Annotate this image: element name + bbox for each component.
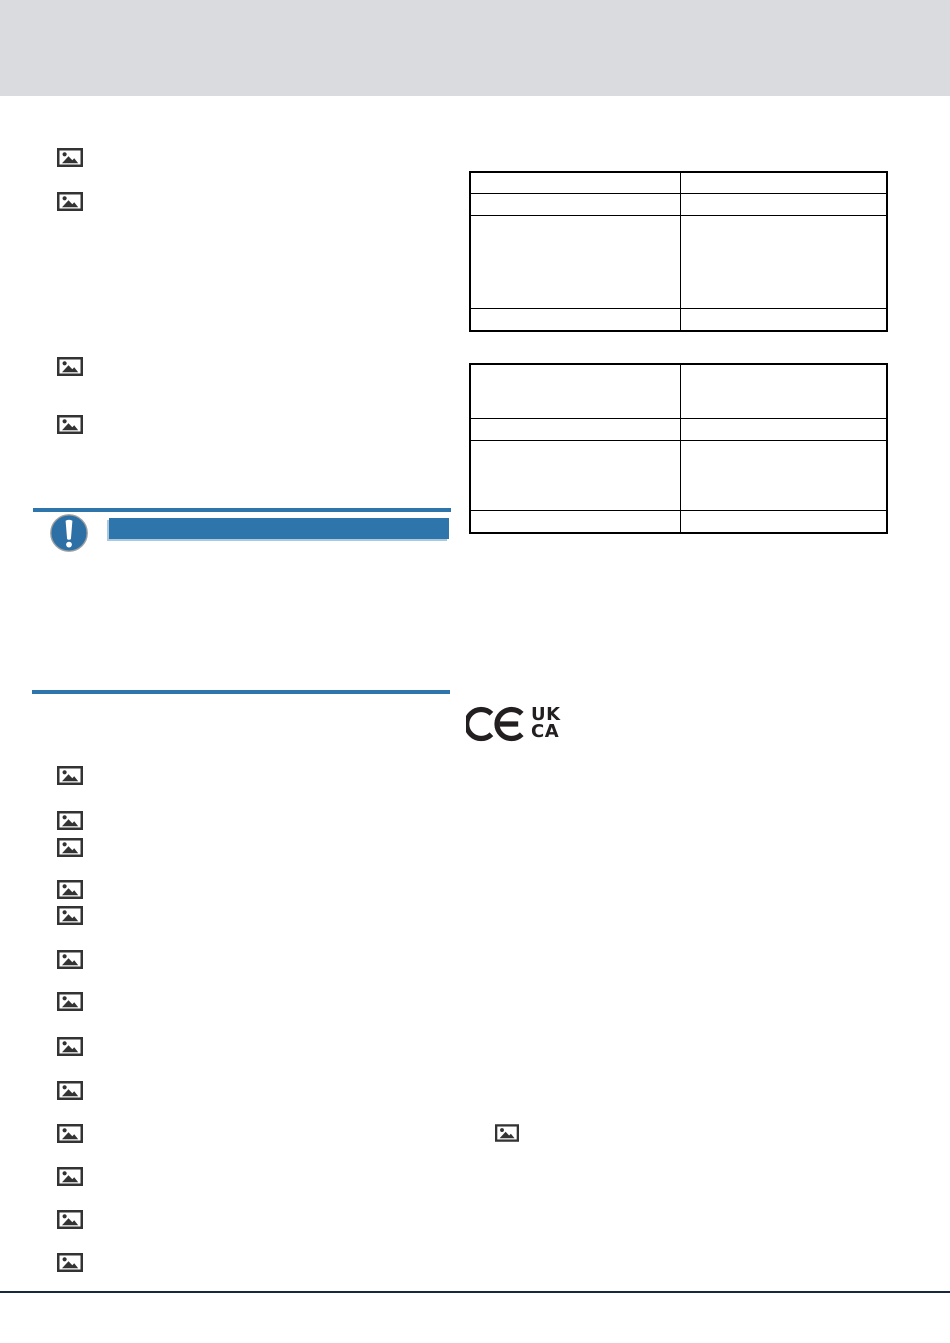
image-placeholder-icon xyxy=(57,880,83,899)
table-cell xyxy=(679,363,888,419)
image-placeholder-icon xyxy=(57,838,83,857)
mandatory-exclamation-icon xyxy=(49,513,89,553)
notice-banner xyxy=(109,518,449,539)
image-placeholder-icon xyxy=(57,357,83,376)
table-row xyxy=(469,192,888,216)
image-placeholder-icon xyxy=(57,811,83,830)
ce-mark-icon xyxy=(466,706,526,742)
table-cell xyxy=(679,307,888,332)
header-band xyxy=(0,0,950,96)
image-placeholder-icon xyxy=(495,1123,519,1143)
section-rule xyxy=(32,690,450,694)
image-placeholder-icon xyxy=(57,766,83,785)
image-placeholder-icon xyxy=(57,1124,83,1143)
table-cell xyxy=(469,192,681,216)
table-cell xyxy=(469,417,681,441)
ukca-mark: UK CA xyxy=(531,706,571,742)
image-placeholder-icon xyxy=(57,1167,83,1186)
table-cell xyxy=(469,214,681,309)
table-cell xyxy=(469,509,681,534)
table-cell xyxy=(679,439,888,511)
image-placeholder-icon xyxy=(57,992,83,1011)
table-row xyxy=(469,214,888,309)
table-cell xyxy=(679,509,888,534)
section-rule xyxy=(33,508,451,512)
ukca-line-ca: CA xyxy=(531,721,560,742)
table-row xyxy=(469,307,888,332)
table-cell xyxy=(679,417,888,441)
table-cell xyxy=(469,363,681,419)
table-row xyxy=(469,439,888,511)
spec-table-top xyxy=(469,171,888,332)
image-placeholder-icon xyxy=(57,1081,83,1100)
image-placeholder-icon xyxy=(57,906,83,925)
spec-table-bottom xyxy=(469,363,888,534)
table-cell xyxy=(679,214,888,309)
table-row xyxy=(469,509,888,534)
ukca-line-uk: UK xyxy=(531,704,561,725)
table-cell xyxy=(469,307,681,332)
image-placeholder-icon xyxy=(57,192,83,211)
table-row xyxy=(469,171,888,194)
table-cell xyxy=(469,171,681,194)
image-placeholder-icon xyxy=(57,148,83,167)
image-placeholder-icon xyxy=(57,1253,83,1272)
table-cell xyxy=(679,192,888,216)
table-cell xyxy=(469,439,681,511)
image-placeholder-icon xyxy=(57,1037,83,1056)
table-cell xyxy=(679,171,888,194)
image-placeholder-icon xyxy=(57,950,83,969)
footer-rule xyxy=(0,1291,950,1293)
table-row xyxy=(469,417,888,441)
image-placeholder-icon xyxy=(57,1210,83,1229)
table-row xyxy=(469,363,888,419)
image-placeholder-icon xyxy=(57,415,83,434)
